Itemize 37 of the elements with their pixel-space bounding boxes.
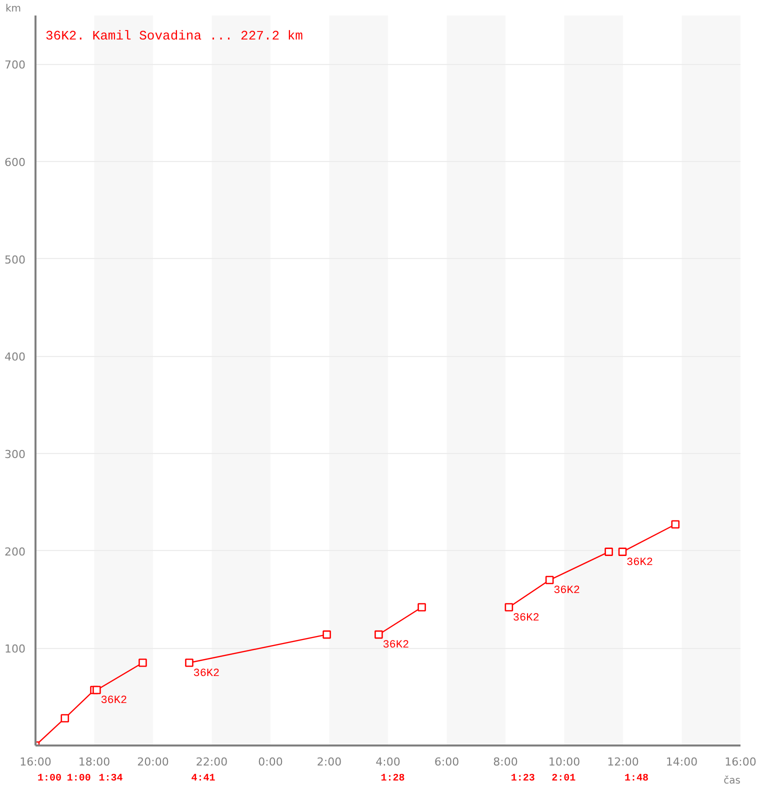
text: 1:00 xyxy=(38,774,62,784)
text: 1:00 xyxy=(66,774,91,784)
x-tick-label: 18:00 xyxy=(78,756,110,768)
x-tick-label: 6:00 xyxy=(434,756,460,768)
text: 36K2. Kamil Sovadina ... 227.2 km xyxy=(46,28,304,44)
annotation: 36K2 xyxy=(382,640,410,652)
text: 1:28 xyxy=(380,774,405,784)
y-tick-label: 500 xyxy=(4,253,26,266)
text: 1:48 xyxy=(624,774,649,784)
text: 1:23 xyxy=(510,774,535,784)
y-tick-label: 100 xyxy=(4,642,26,656)
text: 4:41 xyxy=(191,774,216,784)
y-tick-label: 200 xyxy=(4,545,26,558)
annotation: 36K2 xyxy=(512,612,540,624)
x-tick-label: 4:00 xyxy=(376,756,400,768)
x-axis-title: čas xyxy=(724,776,741,786)
annotation: 36K2 xyxy=(193,668,220,680)
x-tick-label: 16:00 xyxy=(20,756,52,768)
text: 1:34 xyxy=(98,774,123,784)
y-tick-label: 300 xyxy=(4,448,26,461)
x-tick-label: 16:00 xyxy=(724,756,756,768)
annotation: 36K2 xyxy=(100,695,128,708)
x-tick-label: 8:00 xyxy=(493,756,518,768)
x-tick-label: 2:00 xyxy=(316,756,342,768)
annotation: 36K2 xyxy=(554,585,580,598)
x-tick-label: 20:00 xyxy=(137,756,169,768)
x-tick-label: 12:00 xyxy=(607,756,639,768)
x-tick-label: 14:00 xyxy=(666,756,698,768)
x-tick-label: 0:00 xyxy=(258,756,283,768)
x-tick-label: 22:00 xyxy=(196,756,228,768)
text: 2:01 xyxy=(552,774,576,784)
y-tick-label: 700 xyxy=(4,58,26,72)
y-tick-label: 400 xyxy=(4,350,26,364)
y-tick-label: 600 xyxy=(4,156,26,169)
x-tick-label: 10:00 xyxy=(548,756,580,768)
y-axis-title: km xyxy=(6,4,22,14)
annotation: 36K2 xyxy=(626,556,653,569)
